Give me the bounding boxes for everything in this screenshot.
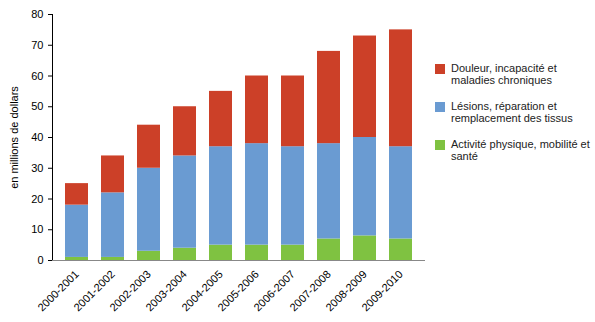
svg-text:10: 10: [31, 223, 43, 235]
svg-text:2005-2006: 2005-2006: [215, 267, 261, 314]
svg-text:en millions de dollars: en millions de dollars: [8, 86, 20, 189]
svg-text:2007-2008: 2007-2008: [287, 267, 333, 314]
svg-text:50: 50: [31, 100, 43, 112]
svg-text:2004-2005: 2004-2005: [179, 267, 225, 314]
svg-text:2002-2003: 2002-2003: [107, 267, 153, 314]
svg-text:30: 30: [31, 162, 43, 174]
svg-text:2000-2001: 2000-2001: [35, 267, 81, 314]
svg-text:2009-2010: 2009-2010: [359, 268, 405, 314]
svg-text:2001-2002: 2001-2002: [71, 267, 117, 314]
svg-text:2003-2004: 2003-2004: [143, 267, 189, 314]
html-text:Lésions, réparation et remplac: Lésions, réparation et remplacement des …: [451, 100, 573, 124]
svg-text:0: 0: [37, 254, 43, 266]
svg-text:80: 80: [31, 8, 43, 20]
svg-text:20: 20: [31, 193, 43, 205]
html-text:Activité physique, mobilité et: Activité physique, mobilité et santé: [451, 138, 590, 162]
svg-text:70: 70: [31, 39, 43, 51]
svg-text:60: 60: [31, 70, 43, 82]
html-text:Douleur, incapacité et maladie: Douleur, incapacité et maladies chroniqu…: [451, 62, 557, 86]
svg-text:2008-2009: 2008-2009: [323, 267, 369, 314]
svg-text:40: 40: [31, 131, 43, 143]
svg-text:2006-2007: 2006-2007: [251, 267, 297, 314]
